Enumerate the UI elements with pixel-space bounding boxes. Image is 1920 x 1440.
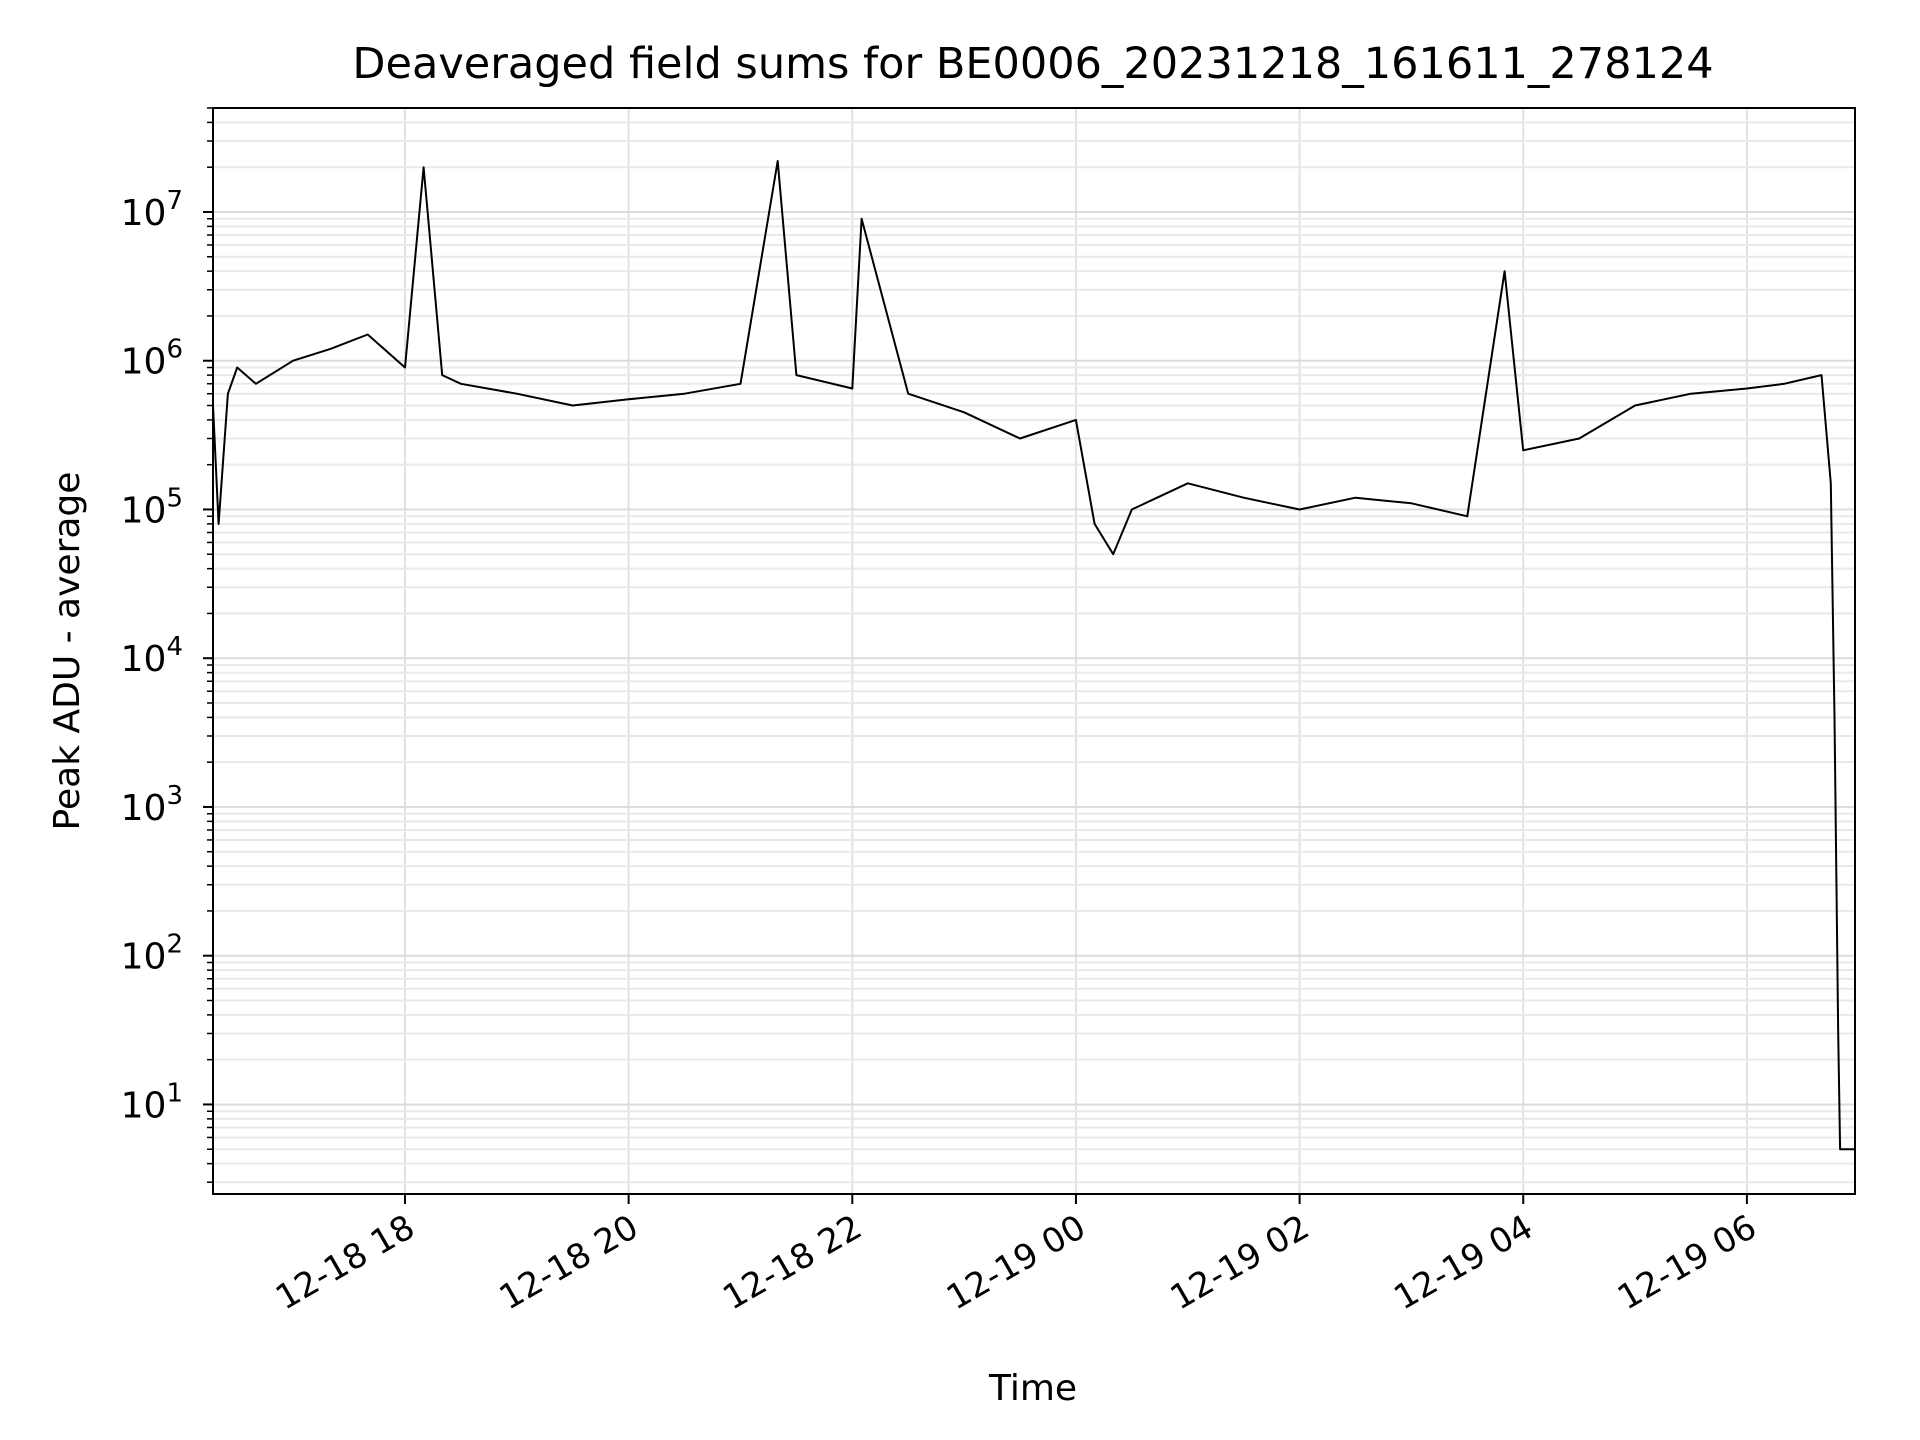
y-tick-label-exponent: 2 [166,930,183,960]
y-tick-label-base: 10 [121,490,167,531]
series-line [212,160,1855,1151]
y-tick-label: 105 [121,483,183,531]
y-tick-label-exponent: 5 [166,483,183,513]
y-tick-label: 102 [121,930,183,978]
y-tick-label: 107 [121,186,183,234]
plot-frame [212,107,1856,1195]
chart-title: Deaveraged field sums for BE0006_2023121… [352,39,1713,89]
y-tick-label: 101 [121,1078,183,1126]
y-tick-label-base: 10 [121,1085,167,1126]
x-axis-label: Time [988,1368,1077,1409]
y-tick-label: 104 [121,632,183,680]
grid [213,107,1855,1194]
y-tick-label-exponent: 6 [166,335,183,365]
y-tick-label: 106 [121,335,183,383]
y-tick-label-exponent: 4 [166,632,183,662]
y-axis-label: Peak ADU - average [47,472,88,831]
y-tick-label: 103 [121,781,183,829]
y-tick-label-base: 10 [121,937,167,978]
y-tick-label-base: 10 [121,193,167,234]
y-tick-label-base: 10 [121,788,167,829]
data-layer [212,160,1855,1151]
y-tick-label-exponent: 3 [166,781,183,811]
y-tick-label-base: 10 [121,639,167,680]
y-tick-label-exponent: 7 [166,186,183,216]
y-tick-label-exponent: 1 [166,1078,183,1108]
y-tick-label-base: 10 [121,342,167,383]
